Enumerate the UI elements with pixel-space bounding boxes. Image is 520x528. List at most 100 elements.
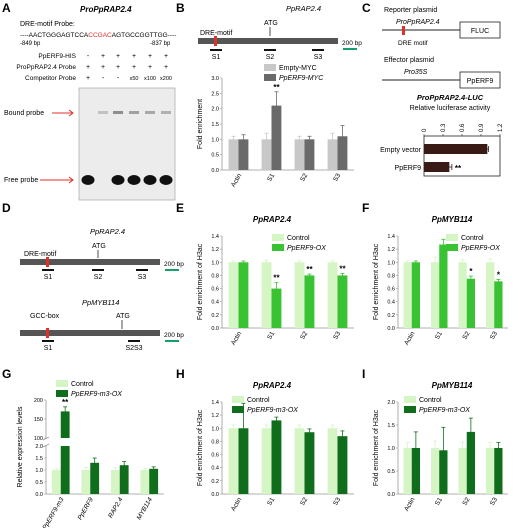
significance-mark: **	[339, 264, 346, 273]
bound-band	[113, 111, 123, 114]
y-tick-label: 1.0	[211, 137, 219, 143]
emsa-condition-table: PpERF9-HIS - + + + + + ProPpRAP2.4 Probe + + + + + + C…	[16, 53, 172, 82]
y-tick-label: 0.6	[387, 287, 395, 293]
y-tick-label: 0.6	[211, 287, 219, 293]
probe-sequence: ----AACTGGGAGTCCACCGACAGTGCCGGTTGG----	[20, 32, 176, 39]
bar	[238, 139, 249, 170]
site-label: S2S3	[125, 345, 142, 352]
y-tick-label: 1.4	[387, 234, 395, 240]
bar	[81, 470, 91, 494]
y-tick-label: 0.4	[387, 300, 395, 306]
bar	[431, 448, 440, 494]
bar	[271, 105, 282, 170]
bar	[294, 139, 305, 170]
y-axis-label: Fold enrichment of H3ac	[197, 243, 204, 320]
x-tick-label: 1.2	[498, 123, 504, 132]
y-tick-label: 0.0	[211, 326, 219, 332]
y-tick-label: 150	[34, 417, 43, 423]
y-tick-label: 1.2	[387, 247, 395, 253]
x-tick-label: S3	[332, 172, 342, 183]
pperf9-label: PpERF9	[467, 78, 494, 85]
bar	[337, 436, 348, 494]
bar	[327, 262, 338, 328]
y-axis-label: Fold enrichment of H3ac	[197, 409, 204, 486]
legend-label: PpERF9-MYC	[279, 75, 324, 82]
emsa-row-sign: +	[116, 53, 120, 60]
bar	[261, 262, 272, 328]
bar	[424, 162, 450, 172]
y-tick-label: 0.0	[35, 492, 43, 498]
emsa-row-sign: +	[86, 75, 90, 82]
free-band	[127, 175, 141, 185]
bar	[337, 275, 348, 328]
x-tick-label: 0.9	[479, 123, 485, 132]
bar	[304, 432, 315, 494]
panel-b: B PpRAP2.4 ATG DRE-motif 200 bp S1 S2 S3 0…	[176, 1, 362, 189]
panel-d-gcc-marker	[46, 328, 49, 338]
bar	[294, 262, 305, 328]
site-label: S1	[212, 54, 221, 61]
panel-b-sites: S1 S2 S3	[210, 49, 324, 61]
bar	[238, 428, 249, 494]
bar	[458, 448, 467, 494]
y-tick-label: 1.5	[35, 456, 43, 462]
pperf9-box	[459, 71, 501, 89]
y-tick-label: 0.2	[211, 479, 219, 485]
y-tick-label: 3.0	[211, 76, 219, 82]
legend-swatch	[232, 406, 244, 413]
y-tick-label: 0.8	[211, 439, 219, 445]
emsa-row-sign: x100	[144, 76, 156, 82]
dre-motif-label: DRE motif	[398, 40, 428, 47]
y-tick-label: 1.0	[387, 260, 395, 266]
axis-break-mark	[42, 443, 50, 448]
y-tick-label: 0.0	[387, 492, 395, 498]
y-tick-label: 2.5	[211, 91, 219, 97]
free-band	[81, 175, 95, 185]
probe-seq-prefix: ----AACTGGGAGTCCA	[20, 32, 89, 39]
emsa-row-sign: -	[102, 75, 105, 82]
panel-a-letter: A	[2, 1, 11, 15]
bar	[271, 288, 282, 328]
panel-d-gene2-sites: S1 S2S3	[42, 340, 143, 352]
panel-b-scale-label: 200 bp	[342, 40, 362, 47]
fluc-box	[459, 21, 501, 39]
panel-i: I PpMYB114 0.0 0.5 1.0 1.5 2.0 Fold enrichmen…	[362, 367, 508, 513]
legend-swatch	[446, 234, 458, 241]
panel-d-gene1-sites: S1 S2 S3	[42, 269, 148, 281]
y-tick-label: 0.0	[211, 168, 219, 174]
reporter-promoter-label: ProPpRAP2.4	[396, 19, 440, 26]
bar	[271, 420, 282, 494]
y-tick-label: PpERF9	[395, 165, 422, 172]
panel-h-title: PpRAP2.4	[253, 381, 292, 390]
bar	[119, 465, 129, 494]
x-tick-label: Actin	[403, 330, 416, 346]
y-tick-label: Empty vector	[380, 147, 422, 154]
x-tick-label: RAP2.4	[107, 496, 124, 519]
x-tick-label: S3	[489, 330, 499, 341]
probe-label: DRE-motif Probe:	[20, 21, 75, 28]
bar	[261, 428, 272, 494]
legend-label: Control	[71, 381, 94, 388]
panel-c: C Reporter plasmid ProPpRAP2.4 FLUC DRE …	[362, 1, 504, 177]
panel-d-scale2-label: 200 bp	[164, 332, 184, 339]
bar	[439, 244, 448, 328]
x-tick-label: S1	[266, 172, 276, 183]
panel-d-dre-marker	[46, 257, 49, 267]
y-tick-label: 0.5	[387, 469, 395, 475]
emsa-row-sign: +	[132, 53, 136, 60]
panel-e-letter: E	[176, 201, 184, 215]
bar	[228, 428, 239, 494]
emsa-row-label: Competitor Probe	[25, 75, 76, 82]
emsa-bands	[81, 111, 173, 185]
luc-assay-title: ProPpRAP2.4-LUC	[417, 93, 484, 102]
legend-label: PpERF9-OX	[461, 245, 500, 252]
x-tick-label: Actin	[230, 496, 243, 512]
bound-band	[161, 111, 171, 114]
x-tick-label: 0.3	[441, 123, 447, 132]
significance-mark: **	[455, 164, 462, 173]
panel-f-letter: F	[362, 201, 369, 215]
reporter-plasmid-label: Reporter plasmid	[384, 7, 437, 14]
effector-plasmid-label: Effector plasmid	[384, 57, 434, 64]
x-tick-label: S2	[461, 330, 471, 341]
legend-swatch	[232, 396, 244, 403]
